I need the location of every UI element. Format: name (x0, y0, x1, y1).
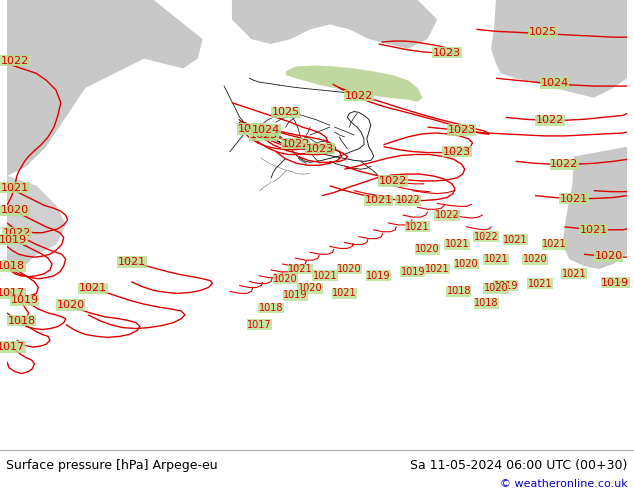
Polygon shape (7, 176, 66, 254)
Text: 1020: 1020 (1, 205, 29, 215)
Polygon shape (286, 66, 423, 102)
Text: 1021: 1021 (313, 271, 337, 281)
Polygon shape (7, 0, 203, 176)
Text: 1020: 1020 (415, 245, 440, 254)
Text: 1018: 1018 (8, 316, 36, 326)
Text: 1025: 1025 (529, 27, 557, 37)
Text: 1019: 1019 (401, 267, 425, 277)
Text: 1022: 1022 (281, 139, 309, 149)
Text: 1019: 1019 (11, 295, 39, 305)
Text: 1022: 1022 (550, 159, 579, 169)
Text: 1019: 1019 (283, 290, 307, 300)
Text: 1022: 1022 (379, 176, 408, 186)
Text: 1020: 1020 (337, 264, 361, 274)
Text: 1022: 1022 (474, 232, 498, 242)
Text: 1022: 1022 (1, 56, 29, 66)
Text: 1022: 1022 (435, 210, 460, 220)
Text: 1021: 1021 (425, 264, 450, 274)
Text: 1023: 1023 (448, 125, 476, 135)
Text: 1021: 1021 (288, 264, 313, 274)
Text: 1022: 1022 (3, 228, 31, 238)
Text: 1018: 1018 (446, 287, 471, 296)
Text: 1021: 1021 (118, 257, 146, 267)
Text: 1023: 1023 (306, 144, 334, 154)
Text: 1018: 1018 (0, 261, 25, 271)
Text: 1017: 1017 (247, 319, 271, 330)
Text: 1018: 1018 (259, 303, 283, 313)
Text: 1021: 1021 (560, 194, 588, 203)
Text: Sa 11-05-2024 06:00 UTC (00+30): Sa 11-05-2024 06:00 UTC (00+30) (410, 459, 628, 471)
Polygon shape (491, 0, 627, 98)
Text: 1017: 1017 (0, 342, 25, 352)
Text: © weatheronline.co.uk: © weatheronline.co.uk (500, 479, 628, 489)
Text: 1022: 1022 (536, 115, 564, 125)
Polygon shape (562, 147, 627, 269)
Text: 1021: 1021 (527, 279, 552, 289)
Text: 1021: 1021 (444, 240, 469, 249)
Text: 1021: 1021 (405, 222, 430, 232)
Text: 1017: 1017 (0, 288, 25, 298)
Text: 1021: 1021 (332, 288, 357, 298)
Polygon shape (232, 0, 437, 49)
Text: 1020: 1020 (455, 259, 479, 269)
Text: 1025: 1025 (271, 107, 300, 118)
Text: 1020: 1020 (273, 274, 298, 284)
Text: 1019: 1019 (601, 278, 630, 288)
Text: 1019: 1019 (0, 235, 27, 245)
Text: 1021: 1021 (365, 196, 392, 205)
Text: 1022: 1022 (345, 91, 373, 101)
Text: 1021: 1021 (484, 254, 508, 264)
Text: 1018: 1018 (474, 298, 498, 308)
Text: 1021: 1021 (542, 240, 567, 249)
Text: 1024: 1024 (252, 125, 280, 135)
Text: 1020: 1020 (56, 300, 85, 310)
Text: 1021: 1021 (1, 183, 29, 193)
Text: 1024: 1024 (541, 78, 569, 88)
Text: 1021: 1021 (503, 235, 528, 245)
Text: Surface pressure [hPa] Arpege-eu: Surface pressure [hPa] Arpege-eu (6, 459, 218, 471)
Text: 1023: 1023 (250, 130, 278, 140)
Text: 1021: 1021 (562, 269, 586, 279)
Text: 1020: 1020 (298, 284, 323, 294)
Text: 1021: 1021 (579, 225, 608, 235)
Text: 1023: 1023 (433, 48, 461, 58)
Text: 1020: 1020 (484, 284, 508, 294)
Text: 1020: 1020 (594, 251, 623, 261)
Text: 1019: 1019 (366, 271, 391, 281)
Text: 1022: 1022 (396, 196, 420, 205)
Polygon shape (7, 0, 66, 269)
Text: 1021: 1021 (79, 284, 107, 294)
Text: 1022: 1022 (237, 124, 266, 134)
Text: 1019: 1019 (493, 281, 518, 291)
Text: 1023: 1023 (443, 147, 471, 157)
Text: 1020: 1020 (523, 254, 547, 264)
